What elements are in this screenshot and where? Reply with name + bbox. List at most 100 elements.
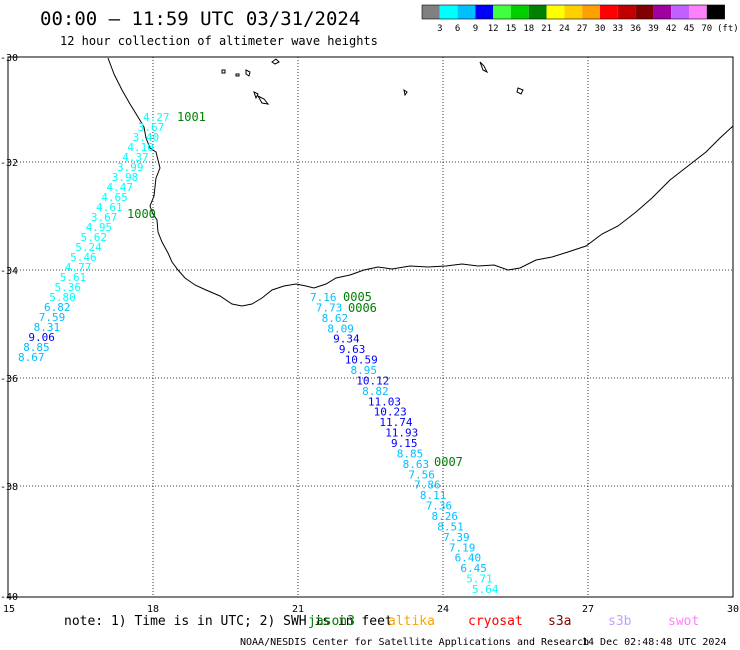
satellite-name: cryosat: [468, 614, 523, 629]
lat-label: -32: [0, 158, 18, 169]
footer-credit: NOAA/NESDIS Center for Satellite Applica…: [240, 637, 589, 648]
note-text: note: 1) Time is in UTC; 2) SWH is in fe…: [64, 614, 393, 629]
wave-height-value: 10.59: [345, 354, 378, 367]
pass-labels: 1001 1000 0005 0006 0007: [127, 110, 463, 469]
wave-height-value: 4.61: [96, 201, 123, 214]
wave-height-value: 7.19: [449, 541, 476, 554]
longitude-labels: 15 18 21 24 27 30: [3, 604, 739, 615]
lon-label: 15: [3, 604, 15, 615]
legend-border: [421, 4, 725, 20]
wave-height-value: 9.06: [28, 331, 55, 344]
wave-height-value: 5.24: [75, 241, 102, 254]
legend-swatch: [528, 5, 547, 19]
satellite-name: jason3: [308, 614, 355, 629]
satellite-name: altika: [388, 614, 435, 629]
wave-height-value: 3.67: [138, 121, 165, 134]
lat-label: -40: [0, 592, 18, 603]
wave-height-value: 3.40: [133, 131, 160, 144]
wave-height-value: 7.39: [443, 531, 470, 544]
lat-label: -36: [0, 374, 18, 385]
legend-label: 12: [488, 24, 499, 34]
wave-height-value: 4.27: [143, 111, 170, 124]
satellite-name: swot: [668, 614, 699, 629]
legend-label: 18: [523, 24, 534, 34]
lon-label: 24: [437, 604, 449, 615]
wave-height-value: 6.45: [460, 562, 487, 575]
wave-height-value: 10.23: [374, 406, 407, 419]
wave-height-value: 4.37: [122, 151, 149, 164]
wave-height-value: 11.74: [379, 416, 412, 429]
lon-label: 30: [727, 604, 739, 615]
coastline: [107, 57, 734, 307]
wave-height-value: 8.82: [362, 385, 389, 398]
lon-label: 27: [582, 604, 594, 615]
wave-height-value: 8.51: [437, 520, 464, 533]
lat-label: -30: [0, 53, 18, 64]
wave-height-value: 8.26: [432, 510, 459, 523]
legend-swatch: [511, 5, 529, 19]
wave-height-value: 5.62: [81, 231, 108, 244]
legend-label: 6: [455, 24, 460, 34]
legend-swatch: [457, 5, 476, 19]
wave-height-value: 6.40: [455, 552, 482, 565]
lon-label: 21: [292, 604, 304, 615]
legend-label: 36: [630, 24, 641, 34]
wave-height-value: 10.12: [356, 374, 389, 387]
legend-label: 15: [506, 24, 517, 34]
legend-swatch: [706, 5, 725, 19]
wave-height-value: 8.62: [322, 312, 349, 325]
legend-label: 33: [612, 24, 623, 34]
legend-label: 3: [437, 24, 442, 34]
altimeter-track-west: 4.273.673.404.104.373.993.984.474.654.61…: [18, 111, 170, 364]
wave-height-value: 7.86: [414, 479, 441, 492]
wave-height-value: 7.59: [39, 311, 66, 324]
map-frame: [7, 56, 734, 598]
wave-height-value: 7.16: [310, 291, 337, 304]
legend-label: 39: [648, 24, 659, 34]
wave-height-value: 3.67: [91, 211, 118, 224]
legend-swatch: [546, 5, 565, 19]
wave-height-value: 4.65: [101, 191, 128, 204]
wave-height-value: 9.15: [391, 437, 418, 450]
legend-swatch: [493, 5, 511, 19]
latitude-labels: -30 -32 -34 -36 -38 -40: [0, 53, 18, 603]
lat-label: -38: [0, 482, 18, 493]
wave-height-value: 11.03: [368, 395, 401, 408]
wave-height-value: 8.09: [327, 322, 354, 335]
footer-timestamp: 14 Dec 02:48:48 UTC 2024: [582, 637, 727, 648]
legend-swatch: [689, 5, 707, 19]
lon-label: 18: [147, 604, 159, 615]
legend-label: 21: [541, 24, 552, 34]
legend-unit: (ft): [717, 24, 739, 34]
pass-label: 1001: [177, 110, 206, 124]
wave-height-value: 4.10: [127, 141, 153, 154]
lat-label: -34: [0, 266, 18, 277]
satellite-name: s3b: [608, 614, 632, 629]
legend-label: 30: [595, 24, 606, 34]
pass-label: 0006: [348, 301, 377, 315]
wave-height-value: 8.31: [34, 321, 61, 334]
satellite-name: s3a: [548, 614, 571, 629]
wave-height-value: 6.82: [44, 301, 71, 314]
legend-swatch: [582, 5, 600, 19]
wave-height-value: 8.85: [397, 447, 424, 460]
wave-height-value: 11.93: [385, 427, 418, 440]
wave-height-value: 5.36: [55, 281, 82, 294]
wave-height-value: 7.36: [426, 500, 453, 513]
wave-height-value: 8.11: [420, 489, 447, 502]
legend-label: 24: [559, 24, 570, 34]
wave-height-value: 8.95: [351, 364, 378, 377]
wave-height-value: 7.73: [316, 301, 343, 314]
legend-swatch: [475, 5, 494, 19]
wave-height-value: 5.61: [60, 271, 86, 284]
wave-height-value: 5.64: [472, 583, 499, 596]
pass-label: 1000: [127, 207, 156, 221]
wave-height-value: 4.95: [86, 221, 113, 234]
wave-height-value: 9.63: [339, 343, 366, 356]
wave-height-value: 7.56: [408, 468, 435, 481]
wave-height-value: 5.80: [49, 291, 76, 304]
wave-height-value: 3.98: [112, 171, 139, 184]
wave-height-value: 4.77: [65, 261, 92, 274]
legend-label: 42: [666, 24, 677, 34]
altimeter-track-east: 7.167.738.628.099.349.6310.598.9510.128.…: [310, 291, 499, 596]
